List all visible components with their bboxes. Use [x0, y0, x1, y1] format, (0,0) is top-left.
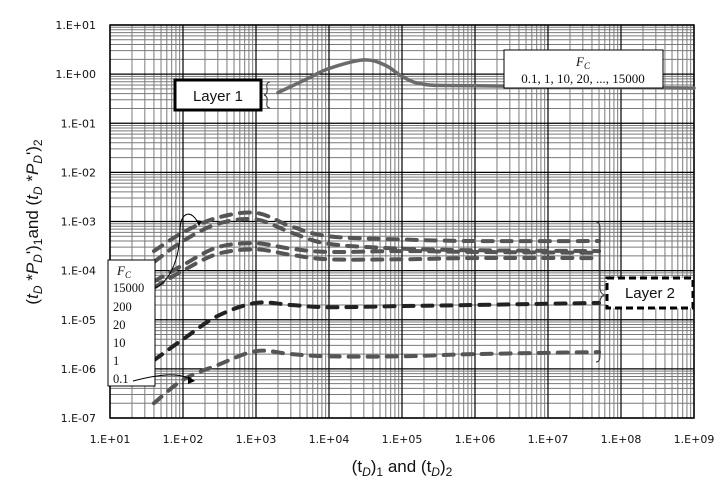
brace-icon — [595, 221, 606, 363]
y-tick-label: 1.E+00 — [55, 68, 96, 81]
layer2-label: Layer 2 — [625, 285, 675, 302]
x-tick-label: 1.E+05 — [382, 433, 423, 446]
series-line — [151, 217, 602, 264]
legend-fc-0.1: 0.1 — [113, 372, 129, 386]
x-tick-label: 1.E+07 — [528, 433, 569, 446]
legend-fc-20: 20 — [113, 318, 126, 332]
fc-top-annotation: FC 0.1, 1, 10, 20, ..., 15000 — [503, 49, 664, 89]
layer2-annotation: Layer 2 — [595, 221, 695, 363]
y-tick-label: 1.E-07 — [61, 412, 96, 425]
svg-text:FC: FC — [575, 54, 591, 71]
series-line — [276, 58, 696, 95]
data-series — [151, 58, 696, 406]
y-tick-label: 1.E-06 — [61, 363, 96, 376]
svg-text:FC: FC — [116, 263, 132, 280]
x-tick-label: 1.E+03 — [236, 433, 277, 446]
series-line — [151, 210, 602, 254]
layer1-annotation: Layer 1 — [173, 78, 271, 112]
x-tick-label: 1.E+08 — [601, 433, 642, 446]
plot-frame — [109, 24, 695, 419]
series-line — [151, 247, 602, 290]
fc-left-legend: FC 15000 200 20 10 1 0.1 — [107, 213, 202, 387]
x-tick-labels: 1.E+01 1.E+02 1.E+03 1.E+04 1.E+05 1.E+06 1.E+… — [90, 433, 715, 446]
svg-text:(tD *PD')1and (tD *PD')2: (tD *PD')1and (tD *PD')2 — [23, 139, 45, 304]
y-tick-labels: 1.E+01 1.E+00 1.E-01 1.E-02 1.E-03 1.E-04 1.E-… — [55, 19, 96, 425]
legend-fc-15000: 15000 — [113, 281, 144, 295]
arrowhead-icon — [188, 376, 195, 384]
fc-top-values: 0.1, 1, 10, 20, ..., 15000 — [521, 71, 645, 86]
y-tick-label: 1.E-05 — [61, 314, 96, 327]
y-tick-label: 1.E-02 — [61, 166, 96, 179]
y-axis-title: (tD *PD')1and (tD *PD')2 — [23, 139, 45, 304]
x-axis-title: (tD)1 and (tD)2 — [352, 457, 453, 479]
legend-fc-10: 10 — [113, 336, 126, 350]
y-tick-label: 1.E+01 — [55, 19, 96, 32]
x-tick-label: 1.E+06 — [455, 433, 496, 446]
fc-top-title: F — [575, 54, 585, 69]
brace-icon — [263, 81, 271, 109]
x-tick-label: 1.E+01 — [90, 433, 131, 446]
layer1-label: Layer 1 — [193, 88, 243, 105]
x-tick-label: 1.E+02 — [163, 433, 204, 446]
series-line — [151, 241, 602, 284]
legend-fc-200: 200 — [113, 300, 132, 314]
arrow-15000 — [154, 213, 200, 289]
legend-fc-1: 1 — [113, 354, 119, 368]
series-line — [151, 348, 602, 406]
y-tick-label: 1.E-01 — [61, 117, 96, 130]
y-tick-label: 1.E-03 — [61, 216, 96, 229]
series-line — [151, 300, 602, 363]
y-tick-label: 1.E-04 — [61, 265, 96, 278]
x-tick-label: 1.E+04 — [309, 433, 350, 446]
x-tick-label: 1.E+09 — [674, 433, 715, 446]
arrowhead-icon — [196, 220, 202, 226]
